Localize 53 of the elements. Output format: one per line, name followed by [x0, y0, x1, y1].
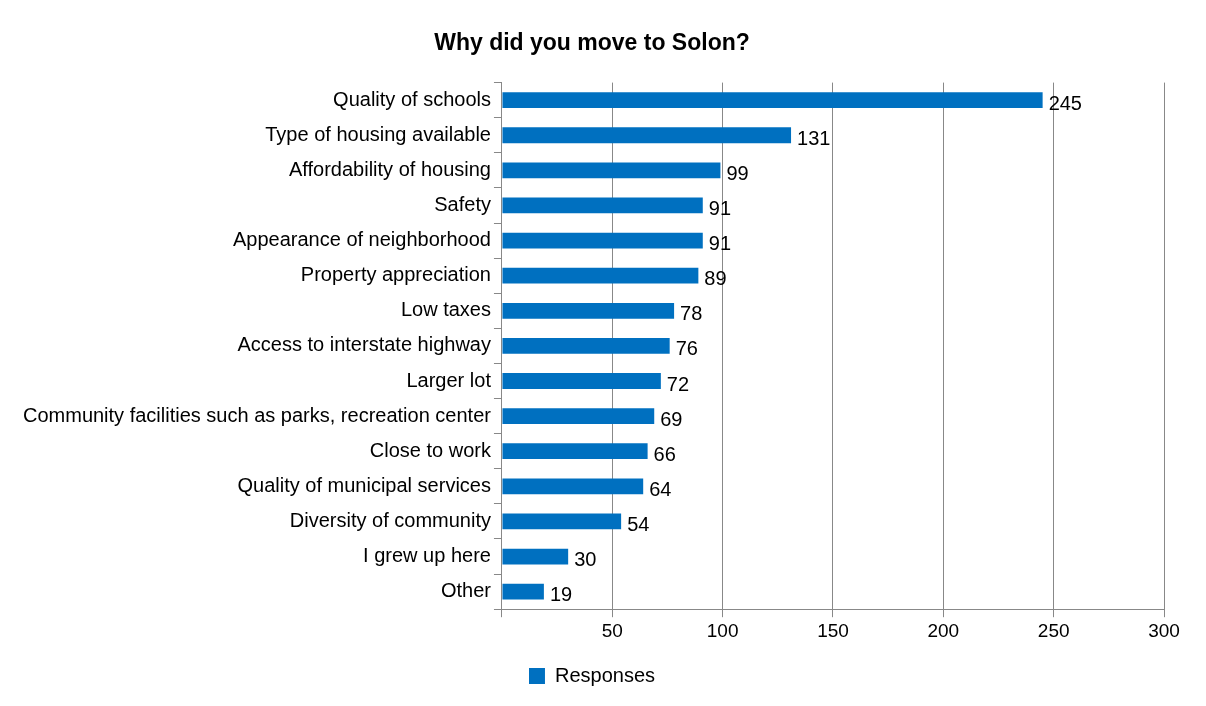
- chart-title: Why did you move to Solon?: [434, 29, 750, 56]
- data-label: 245: [1048, 91, 1082, 114]
- data-label: 54: [627, 512, 650, 535]
- y-tick-label: Diversity of community: [289, 508, 491, 531]
- bar: [502, 548, 569, 565]
- bar: [502, 513, 622, 530]
- x-tick-label: 200: [927, 619, 960, 641]
- data-label: 72: [666, 372, 690, 395]
- x-tick-label: 50: [601, 619, 623, 641]
- bar: [502, 583, 544, 600]
- data-label: 69: [660, 407, 683, 430]
- data-label: 99: [726, 161, 749, 184]
- bar: [502, 373, 661, 389]
- y-tick-label: Larger lot: [406, 368, 492, 391]
- data-label: 64: [649, 477, 672, 500]
- bar: [502, 232, 703, 249]
- y-tick-label: Affordability of housing: [288, 157, 491, 180]
- bar: [502, 162, 721, 179]
- bar: [502, 302, 675, 319]
- x-tick-label: 150: [817, 619, 849, 641]
- y-tick-label: I grew up here: [363, 544, 491, 567]
- bar: [502, 197, 703, 214]
- bar: [502, 478, 644, 495]
- y-tick-label: Property appreciation: [300, 263, 491, 286]
- data-label: 76: [675, 337, 698, 360]
- bar: [502, 443, 648, 460]
- y-tick-label: Close to work: [369, 438, 492, 461]
- y-tick-label: Low taxes: [400, 298, 491, 321]
- y-tick-label: Community facilities such as parks, recreation center: [22, 403, 492, 426]
- data-label: 78: [680, 302, 703, 325]
- y-tick-label: Type of housing available: [265, 122, 491, 145]
- bar: [502, 338, 670, 354]
- bar: [502, 127, 792, 144]
- data-label: 66: [653, 442, 676, 465]
- data-label: 19: [549, 583, 573, 606]
- x-tick-label: 300: [1148, 619, 1180, 641]
- y-tick-label: Quality of municipal services: [237, 473, 491, 496]
- y-tick-label: Appearance of neighborhood: [232, 228, 491, 251]
- y-tick-label: Quality of schools: [333, 87, 491, 110]
- legend-label: Responses: [554, 663, 656, 686]
- data-label: 91: [708, 232, 732, 255]
- y-tick-label: Safety: [434, 192, 491, 215]
- bar: [502, 267, 699, 284]
- bar: [502, 92, 1043, 109]
- data-label: 89: [704, 267, 727, 290]
- x-tick-label: 250: [1037, 619, 1070, 641]
- y-tick-label: Other: [440, 579, 492, 602]
- x-tick-label: 100: [706, 619, 739, 641]
- data-label: 91: [708, 196, 732, 219]
- y-tick-label: Access to interstate highway: [237, 333, 491, 356]
- data-label: 30: [574, 548, 597, 571]
- bar: [502, 408, 655, 425]
- data-label: 131: [797, 126, 831, 149]
